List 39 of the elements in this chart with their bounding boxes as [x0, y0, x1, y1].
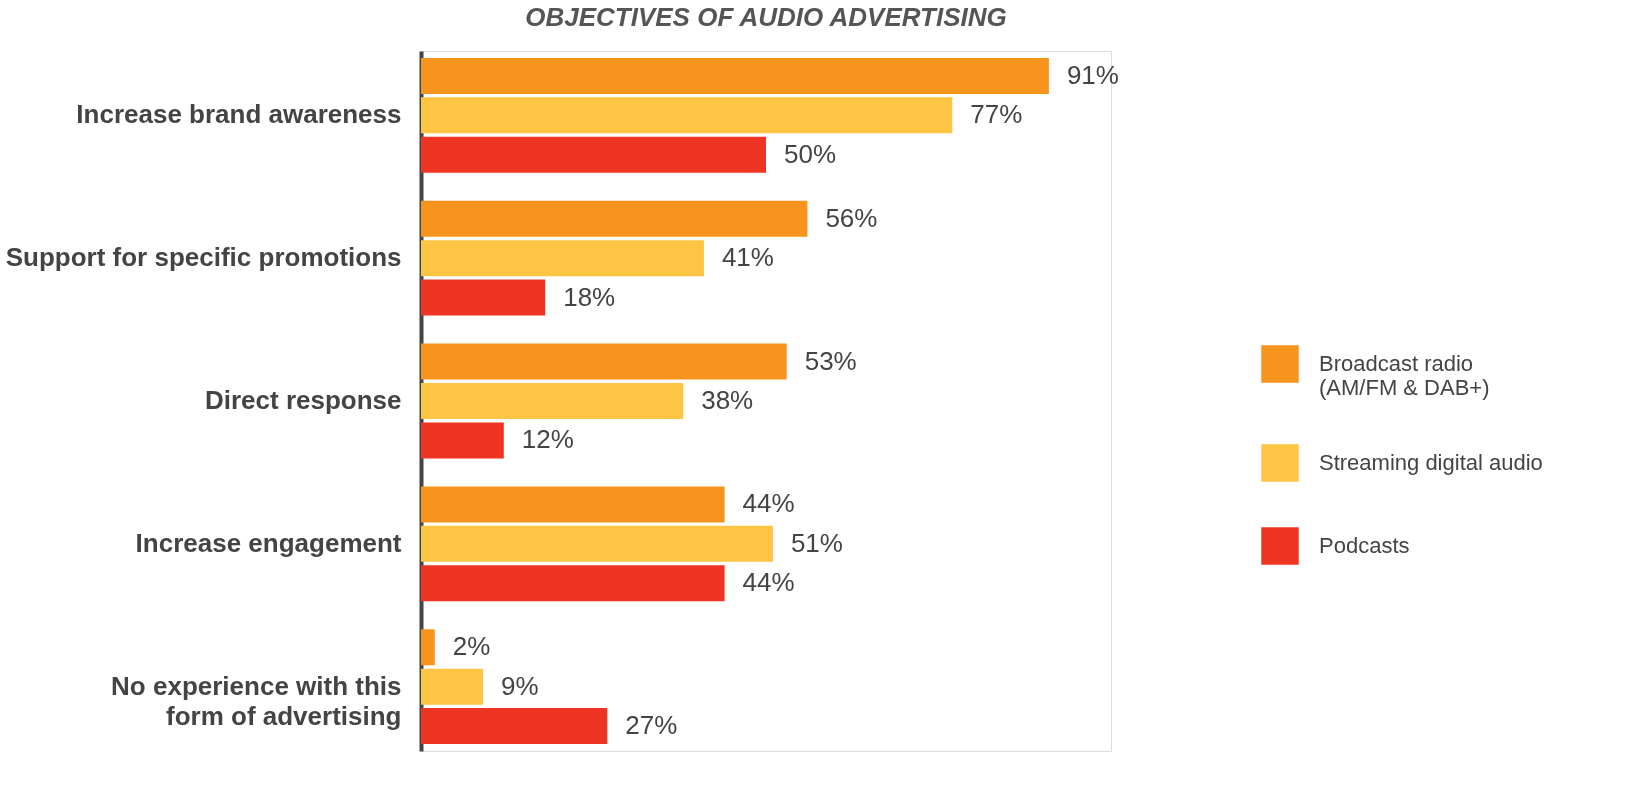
- bar: [421, 200, 808, 237]
- y-tick-label: No experience with this form of advertising: [111, 670, 402, 731]
- bar: [421, 136, 766, 173]
- data-label: 91%: [1066, 59, 1119, 90]
- bar: [421, 422, 504, 459]
- bar: [421, 565, 725, 602]
- data-label: 77%: [970, 99, 1023, 130]
- chart-title: OBJECTIVES OF AUDIO ADVERTISING: [525, 2, 1007, 32]
- bar: [421, 708, 608, 745]
- y-tick-label: Increase engagement: [135, 527, 402, 558]
- data-label: 27%: [625, 710, 678, 741]
- bar: [421, 343, 787, 380]
- bar: [421, 383, 684, 419]
- bar: [421, 97, 953, 134]
- bar: [421, 57, 1049, 94]
- y-tick-label: Support for specific promotions: [5, 242, 402, 273]
- bar: [421, 279, 546, 316]
- data-label: 9%: [501, 670, 539, 701]
- data-label: 44%: [742, 488, 795, 519]
- data-label: 56%: [825, 202, 878, 233]
- data-label: 51%: [790, 527, 843, 558]
- data-label: 18%: [563, 281, 616, 312]
- bar: [421, 525, 773, 562]
- y-tick-label: Increase brand awareness: [76, 99, 402, 130]
- data-label: 12%: [521, 424, 574, 455]
- bar: [421, 668, 484, 705]
- legend-label: Podcasts: [1319, 533, 1410, 558]
- y-tick-label: Direct response: [204, 385, 402, 415]
- data-label: 53%: [804, 345, 857, 376]
- bar: [421, 629, 435, 666]
- data-label: 2%: [452, 631, 491, 662]
- data-label: 44%: [742, 567, 795, 598]
- legend-label: Streaming digital audio: [1319, 450, 1543, 475]
- data-label: 50%: [784, 138, 837, 169]
- bar: [421, 486, 725, 523]
- data-label: 38%: [701, 385, 754, 415]
- legend-label: Broadcast radio (AM/FM & DAB+): [1319, 351, 1490, 400]
- bar: [421, 240, 704, 277]
- data-label: 41%: [721, 242, 774, 273]
